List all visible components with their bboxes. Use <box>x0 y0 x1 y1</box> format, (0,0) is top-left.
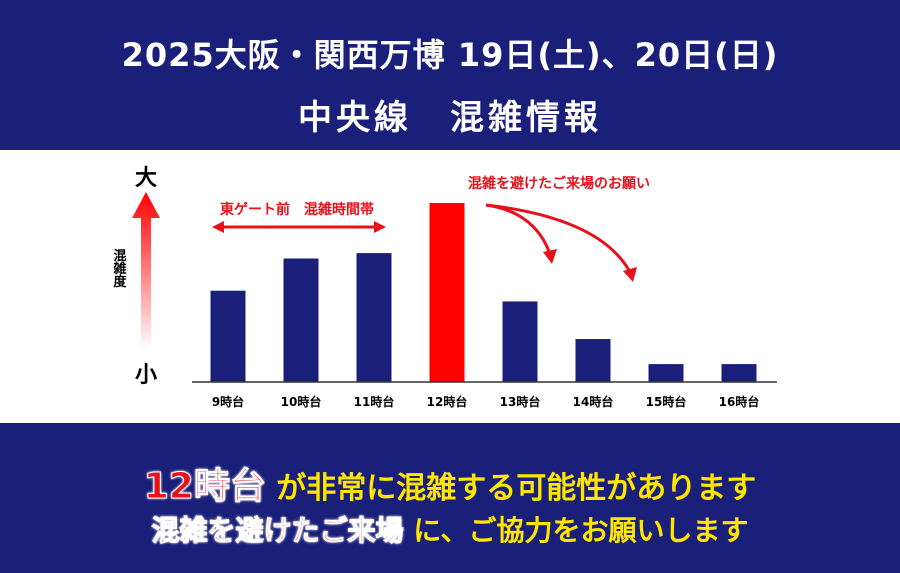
footer-banner: 12時台 が非常に混雑する可能性があります 混雑を避けたご来場 に、ご協力をお願… <box>0 423 900 573</box>
footer-line-2-text: に、ご協力をお願いします <box>403 514 749 547</box>
y-axis-bottom-label: 小 <box>135 363 157 388</box>
curve-arrow-1-head-icon <box>543 249 557 264</box>
x-tick-label: 11時台 <box>354 394 395 409</box>
bar-3 <box>429 203 465 382</box>
bar-1 <box>283 258 319 382</box>
x-tick-label: 14時台 <box>573 394 614 409</box>
bar-6 <box>648 364 684 382</box>
x-tick-label: 16時台 <box>719 394 760 409</box>
y-axis-top-label: 大 <box>135 166 157 191</box>
x-tick-label: 15時台 <box>646 394 687 409</box>
bar-4 <box>502 301 538 382</box>
x-tick-label: 10時台 <box>281 394 322 409</box>
right-arrow-icon <box>374 221 386 233</box>
bar-0 <box>210 290 246 382</box>
curve-arrow-2 <box>485 203 632 273</box>
x-tick-label: 9時台 <box>212 394 244 409</box>
congestion-chart: 大 小 混雑度 9時台 10時台 11時台 12時台 13時台 14時台 15時台 16時台 … <box>111 166 777 409</box>
curve-arrow-2-head-icon <box>623 267 637 282</box>
x-tick-label: 12時台 <box>427 394 468 409</box>
footer-line-2: 混雑を避けたご来場 に、ご協力をお願いします <box>0 509 900 549</box>
east-gate-annotation: 東ゲート前 混雑時間帯 <box>220 201 374 218</box>
footer-highlight-time: 12時台 <box>143 466 266 508</box>
bar-2 <box>356 253 392 382</box>
page-subtitle: 中央線 混雑情報 <box>298 98 602 138</box>
avoid-annotation: 混雑を避けたご来場のお願い <box>468 175 650 192</box>
y-axis-label: 混雑度 <box>111 249 128 289</box>
bar-5 <box>575 339 611 382</box>
footer-highlight-request: 混雑を避けたご来場 <box>151 514 404 548</box>
curve-arrow-1 <box>485 203 552 255</box>
x-tick-label: 13時台 <box>500 394 541 409</box>
header-banner: 2025大阪・関西万博 19日(土)、20日(日) 中央線 混雑情報 <box>0 0 900 150</box>
page-title: 2025大阪・関西万博 19日(土)、20日(日) <box>121 36 779 74</box>
bar-7 <box>721 364 757 382</box>
bars-group <box>210 203 757 382</box>
y-axis-arrow <box>132 192 160 350</box>
footer-line-1: 12時台 が非常に混雑する可能性があります <box>0 457 900 509</box>
footer-line-1-text: が非常に混雑する可能性があります <box>265 471 757 506</box>
left-arrow-icon <box>212 221 224 233</box>
tick-labels-group: 9時台 10時台 11時台 12時台 13時台 14時台 15時台 16時台 <box>212 394 760 409</box>
chart-area: 大 小 混雑度 9時台 10時台 11時台 12時台 13時台 14時台 15時台 16時台 … <box>0 150 900 423</box>
